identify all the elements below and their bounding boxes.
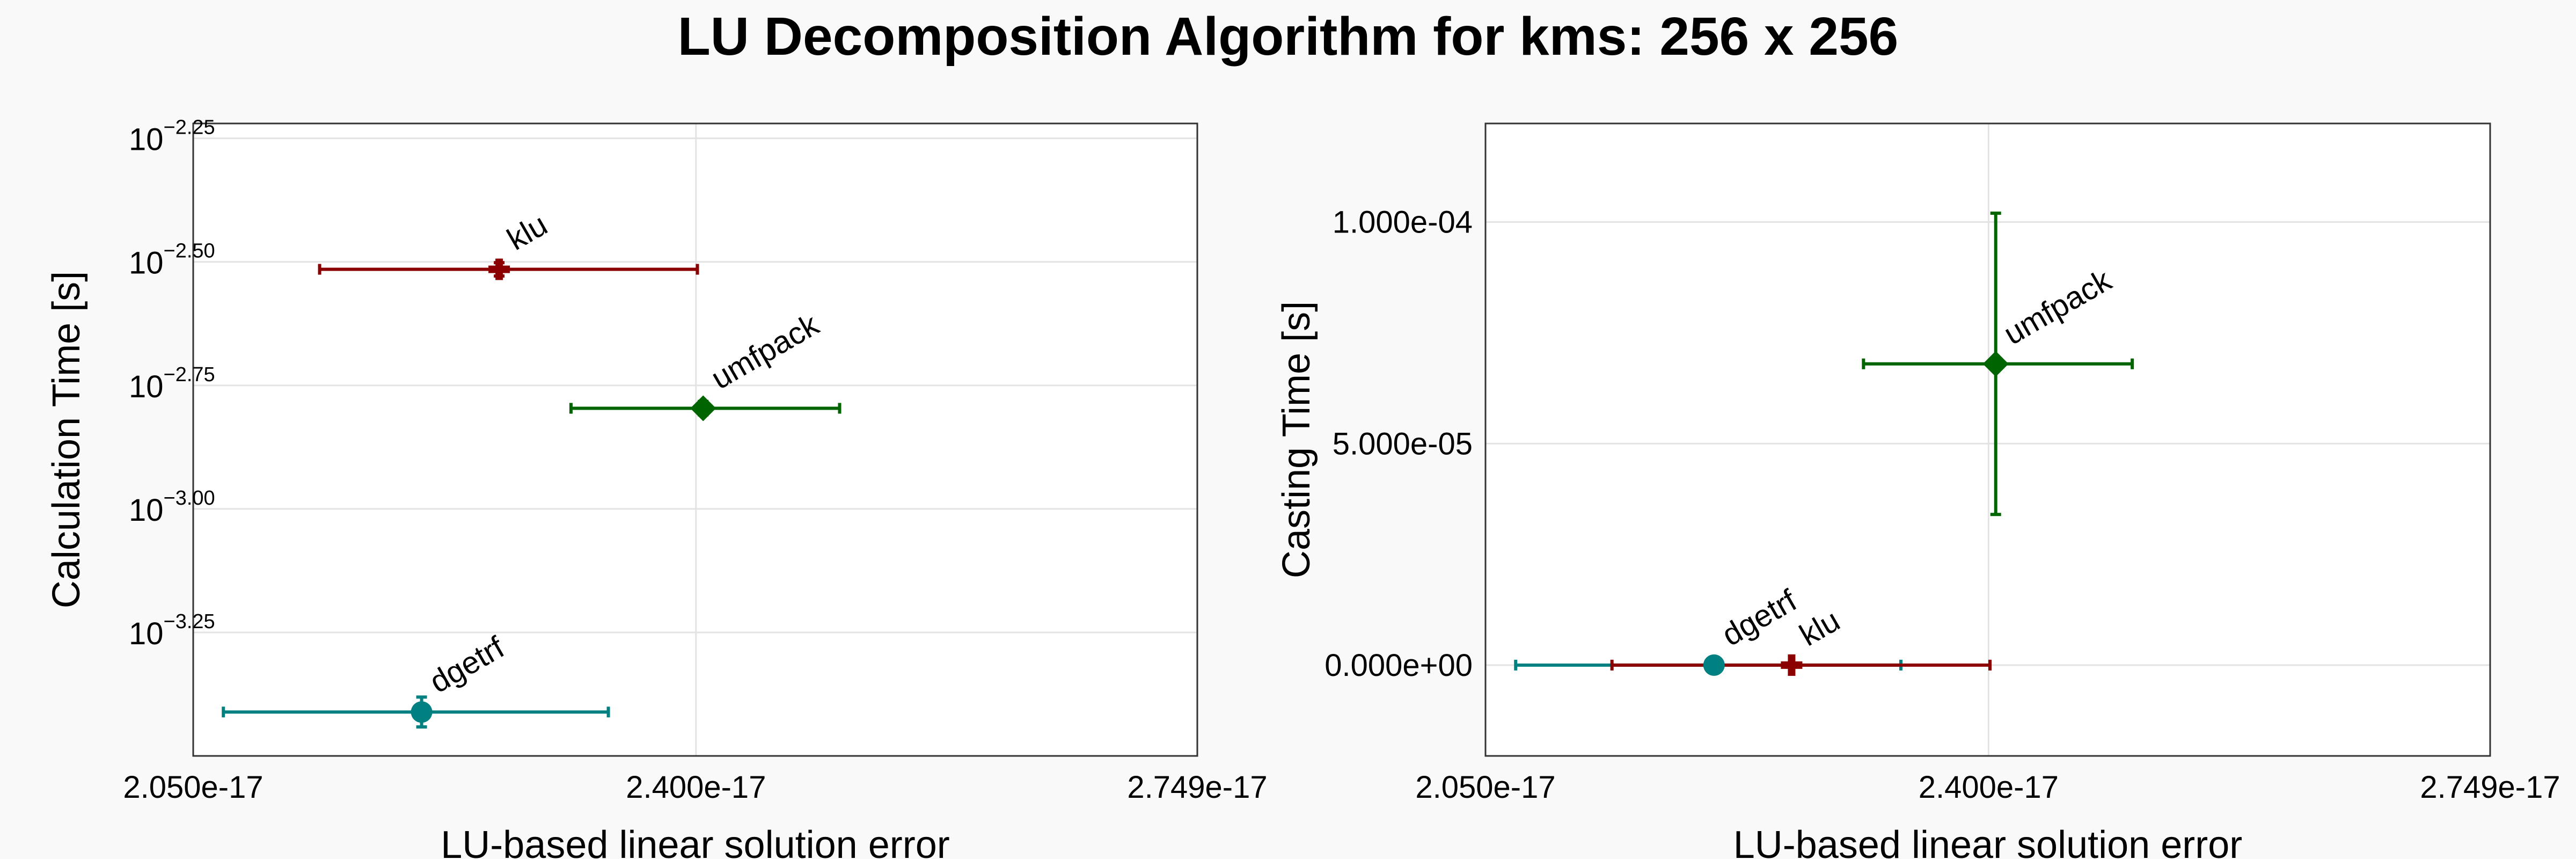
dgetrf-point [411,701,433,723]
x-tick-label: 2.749e-17 [1127,770,1267,805]
casting-time-plot: 2.050e-17 2.400e-17 2.749e-17 0.000e+00 5.00… [1275,122,2560,859]
y-axis-label: Casting Time [s] [1275,301,1318,578]
klu-point [488,258,510,280]
y-tick-label: 0.000e+00 [1324,648,1473,683]
umfpack-point [1982,351,2009,377]
x-tick-label: 2.050e-17 [1415,770,1555,805]
x-tick-label: 2.400e-17 [626,770,766,805]
y-axis-label: Calculation Time [s] [45,271,88,608]
y-tick-exponent: −3.25 [164,610,215,633]
x-tick-label: 2.050e-17 [123,770,263,805]
x-tick-label: 2.749e-17 [2420,770,2560,805]
umfpack-point [690,395,716,421]
y-tick-label: 1.000e-04 [1333,205,1473,240]
plot-border [1484,122,2491,757]
x-axis-label: LU-based linear solution error [441,824,949,859]
y-tick-exponent: −2.50 [164,240,215,263]
x-axis-label: LU-based linear solution error [1733,824,2242,859]
plot-border [192,122,1198,757]
dgetrf-point [1703,654,1725,676]
y-tick-exponent: −2.25 [164,117,215,139]
figure-title: LU Decomposition Algorithm for kms: 256 … [678,6,1899,67]
calculation-time-plot: 2.050e-17 2.400e-17 2.749e-1710−2.2510−2.5… [45,117,1268,859]
y-tick-exponent: −2.75 [164,363,215,386]
klu-point [1781,654,1803,676]
y-tick-exponent: −3.00 [164,487,215,509]
x-tick-label: 2.400e-17 [1919,770,2059,805]
y-tick-label: 5.000e-05 [1333,426,1473,461]
